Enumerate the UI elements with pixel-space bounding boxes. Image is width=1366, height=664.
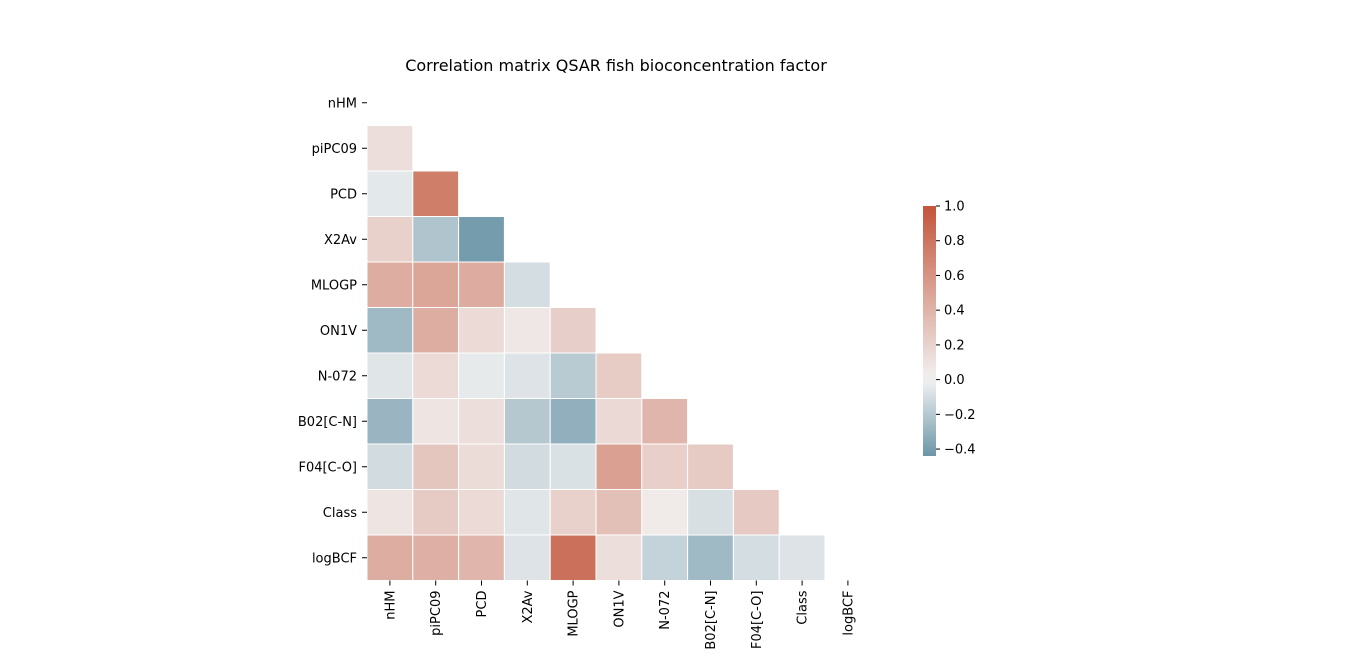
x-tick-label-MLOGP: MLOGP: [567, 590, 582, 636]
heatmap-cell-F04[C-O]-B02[C-N]: [687, 443, 734, 490]
heatmap-cell-Class-ON1V: [595, 489, 643, 536]
y-tick-label-MLOGP: MLOGP: [311, 278, 357, 293]
heatmap-cell-PCD-piPC09: [412, 170, 460, 217]
heatmap-cell-B02[C-N]-N-072: [641, 398, 689, 445]
y-tick-label-logBCF: logBCF: [312, 551, 357, 566]
y-tick-label-piPC09: piPC09: [312, 142, 357, 157]
x-tick-label-Class: Class: [796, 590, 811, 624]
heatmap-cell-N-072-MLOGP: [549, 352, 597, 399]
x-tick-label-X2Av: X2Av: [521, 590, 536, 623]
colorbar-tick-label: 0.6: [944, 269, 965, 284]
y-axis-ticks: nHM piPC09 PCD X2Av MLOGP ON1V N-072 B02[C-N] F0…: [298, 96, 367, 566]
heatmap-cell-ON1V-nHM: [366, 307, 414, 354]
y-tick-label-F04[C-O]: F04[C-O]: [298, 460, 357, 475]
y-tick-label-ON1V: ON1V: [320, 324, 357, 339]
colorbar-gradient: [923, 206, 936, 456]
colorbar-tick-label: 0.4: [944, 304, 965, 319]
y-tick-label-PCD: PCD: [330, 187, 357, 202]
heatmap-cell-B02[C-N]-ON1V: [595, 398, 643, 445]
heatmap-cell-Class-B02[C-N]: [687, 489, 734, 536]
heatmap-cell-logBCF-Class: [778, 534, 826, 581]
x-axis-ticks: nHM piPC09 PCD X2Av MLOGP ON1V N-072 B02[C-N] F0…: [383, 580, 856, 650]
heatmap-cell-N-072-piPC09: [412, 352, 460, 399]
x-tick-label-PCD: PCD: [475, 591, 490, 618]
heatmap-cell-logBCF-X2Av: [503, 534, 551, 581]
heatmap-cell-Class-N-072: [641, 489, 689, 536]
heatmap-cell-ON1V-X2Av: [503, 307, 551, 354]
heatmap-cell-X2Av-PCD: [458, 216, 505, 263]
heatmap-cell-B02[C-N]-PCD: [458, 398, 505, 445]
heatmap-cell-N-072-ON1V: [595, 352, 643, 399]
heatmap-cell-B02[C-N]-MLOGP: [549, 398, 597, 445]
heatmap-cell-F04[C-O]-N-072: [641, 443, 689, 490]
heatmap-cell-X2Av-piPC09: [412, 216, 460, 263]
colorbar-tick-label: 0.0: [944, 373, 965, 388]
heatmap-cell-F04[C-O]-ON1V: [595, 443, 643, 490]
heatmap-cell-Class-X2Av: [503, 489, 551, 536]
heatmap-cell-piPC09-nHM: [366, 125, 414, 172]
colorbar-tick-label: −0.4: [944, 443, 976, 458]
heatmap-cell-ON1V-MLOGP: [549, 307, 597, 354]
heatmap-cell-logBCF-PCD: [458, 534, 505, 581]
x-tick-label-F04[C-O]: F04[C-O]: [750, 591, 765, 650]
x-tick-label-nHM: nHM: [383, 591, 398, 620]
x-tick-label-N-072: N-072: [658, 591, 673, 630]
heatmap-cell-Class-nHM: [366, 489, 414, 536]
y-tick-label-X2Av: X2Av: [324, 233, 357, 248]
y-tick-label-N-072: N-072: [318, 369, 357, 384]
colorbar-tick-label: 1.0: [944, 200, 965, 215]
y-tick-label-B02[C-N]: B02[C-N]: [298, 415, 357, 430]
heatmap-cell-B02[C-N]-nHM: [366, 398, 414, 445]
x-tick-label-ON1V: ON1V: [612, 590, 627, 627]
heatmap-cell-logBCF-B02[C-N]: [687, 534, 734, 581]
heatmap-cell-Class-piPC09: [412, 489, 460, 536]
heatmap-cell-logBCF-MLOGP: [549, 534, 597, 581]
heatmap-cell-F04[C-O]-PCD: [458, 443, 505, 490]
heatmap-cell-MLOGP-piPC09: [412, 261, 460, 308]
heatmap-cell-Class-PCD: [458, 489, 505, 536]
heatmap-cell-B02[C-N]-X2Av: [503, 398, 551, 445]
heatmap-cell-N-072-PCD: [458, 352, 505, 399]
heatmap-cell-B02[C-N]-piPC09: [412, 398, 460, 445]
heatmap-cells: [366, 125, 826, 581]
heatmap-cell-F04[C-O]-X2Av: [503, 443, 551, 490]
heatmap-cell-F04[C-O]-MLOGP: [549, 443, 597, 490]
colorbar: 1.0 0.8 0.6 0.4 0.2 0.0 −0.2 −0.4: [923, 200, 976, 458]
heatmap-cell-N-072-X2Av: [503, 352, 551, 399]
heatmap-cell-ON1V-PCD: [458, 307, 505, 354]
heatmap-cell-PCD-nHM: [366, 170, 414, 217]
heatmap-cell-N-072-nHM: [366, 352, 414, 399]
heatmap-cell-logBCF-nHM: [366, 534, 414, 581]
heatmap-cell-MLOGP-nHM: [366, 261, 414, 308]
heatmap-cell-logBCF-F04[C-O]: [732, 534, 780, 581]
heatmap-cell-Class-F04[C-O]: [732, 489, 780, 536]
x-tick-label-logBCF: logBCF: [841, 591, 856, 636]
chart-title: Correlation matrix QSAR fish bioconcentr…: [405, 56, 827, 75]
x-tick-label-B02[C-N]: B02[C-N]: [704, 591, 719, 650]
heatmap-cell-MLOGP-X2Av: [503, 261, 551, 308]
colorbar-tick-label: 0.8: [944, 234, 965, 249]
heatmap-cell-F04[C-O]-nHM: [366, 443, 414, 490]
x-tick-label-piPC09: piPC09: [429, 591, 444, 636]
heatmap-cell-logBCF-piPC09: [412, 534, 460, 581]
heatmap-cell-logBCF-N-072: [641, 534, 689, 581]
colorbar-tick-label: −0.2: [944, 408, 976, 423]
heatmap-cell-F04[C-O]-piPC09: [412, 443, 460, 490]
heatmap-cell-logBCF-ON1V: [595, 534, 643, 581]
heatmap-cell-X2Av-nHM: [366, 216, 414, 263]
heatmap-cell-MLOGP-PCD: [458, 261, 505, 308]
y-tick-label-Class: Class: [323, 506, 357, 521]
heatmap-cell-Class-MLOGP: [549, 489, 597, 536]
heatmap-cell-ON1V-piPC09: [412, 307, 460, 354]
colorbar-tick-label: 0.2: [944, 338, 965, 353]
y-tick-label-nHM: nHM: [328, 96, 357, 111]
